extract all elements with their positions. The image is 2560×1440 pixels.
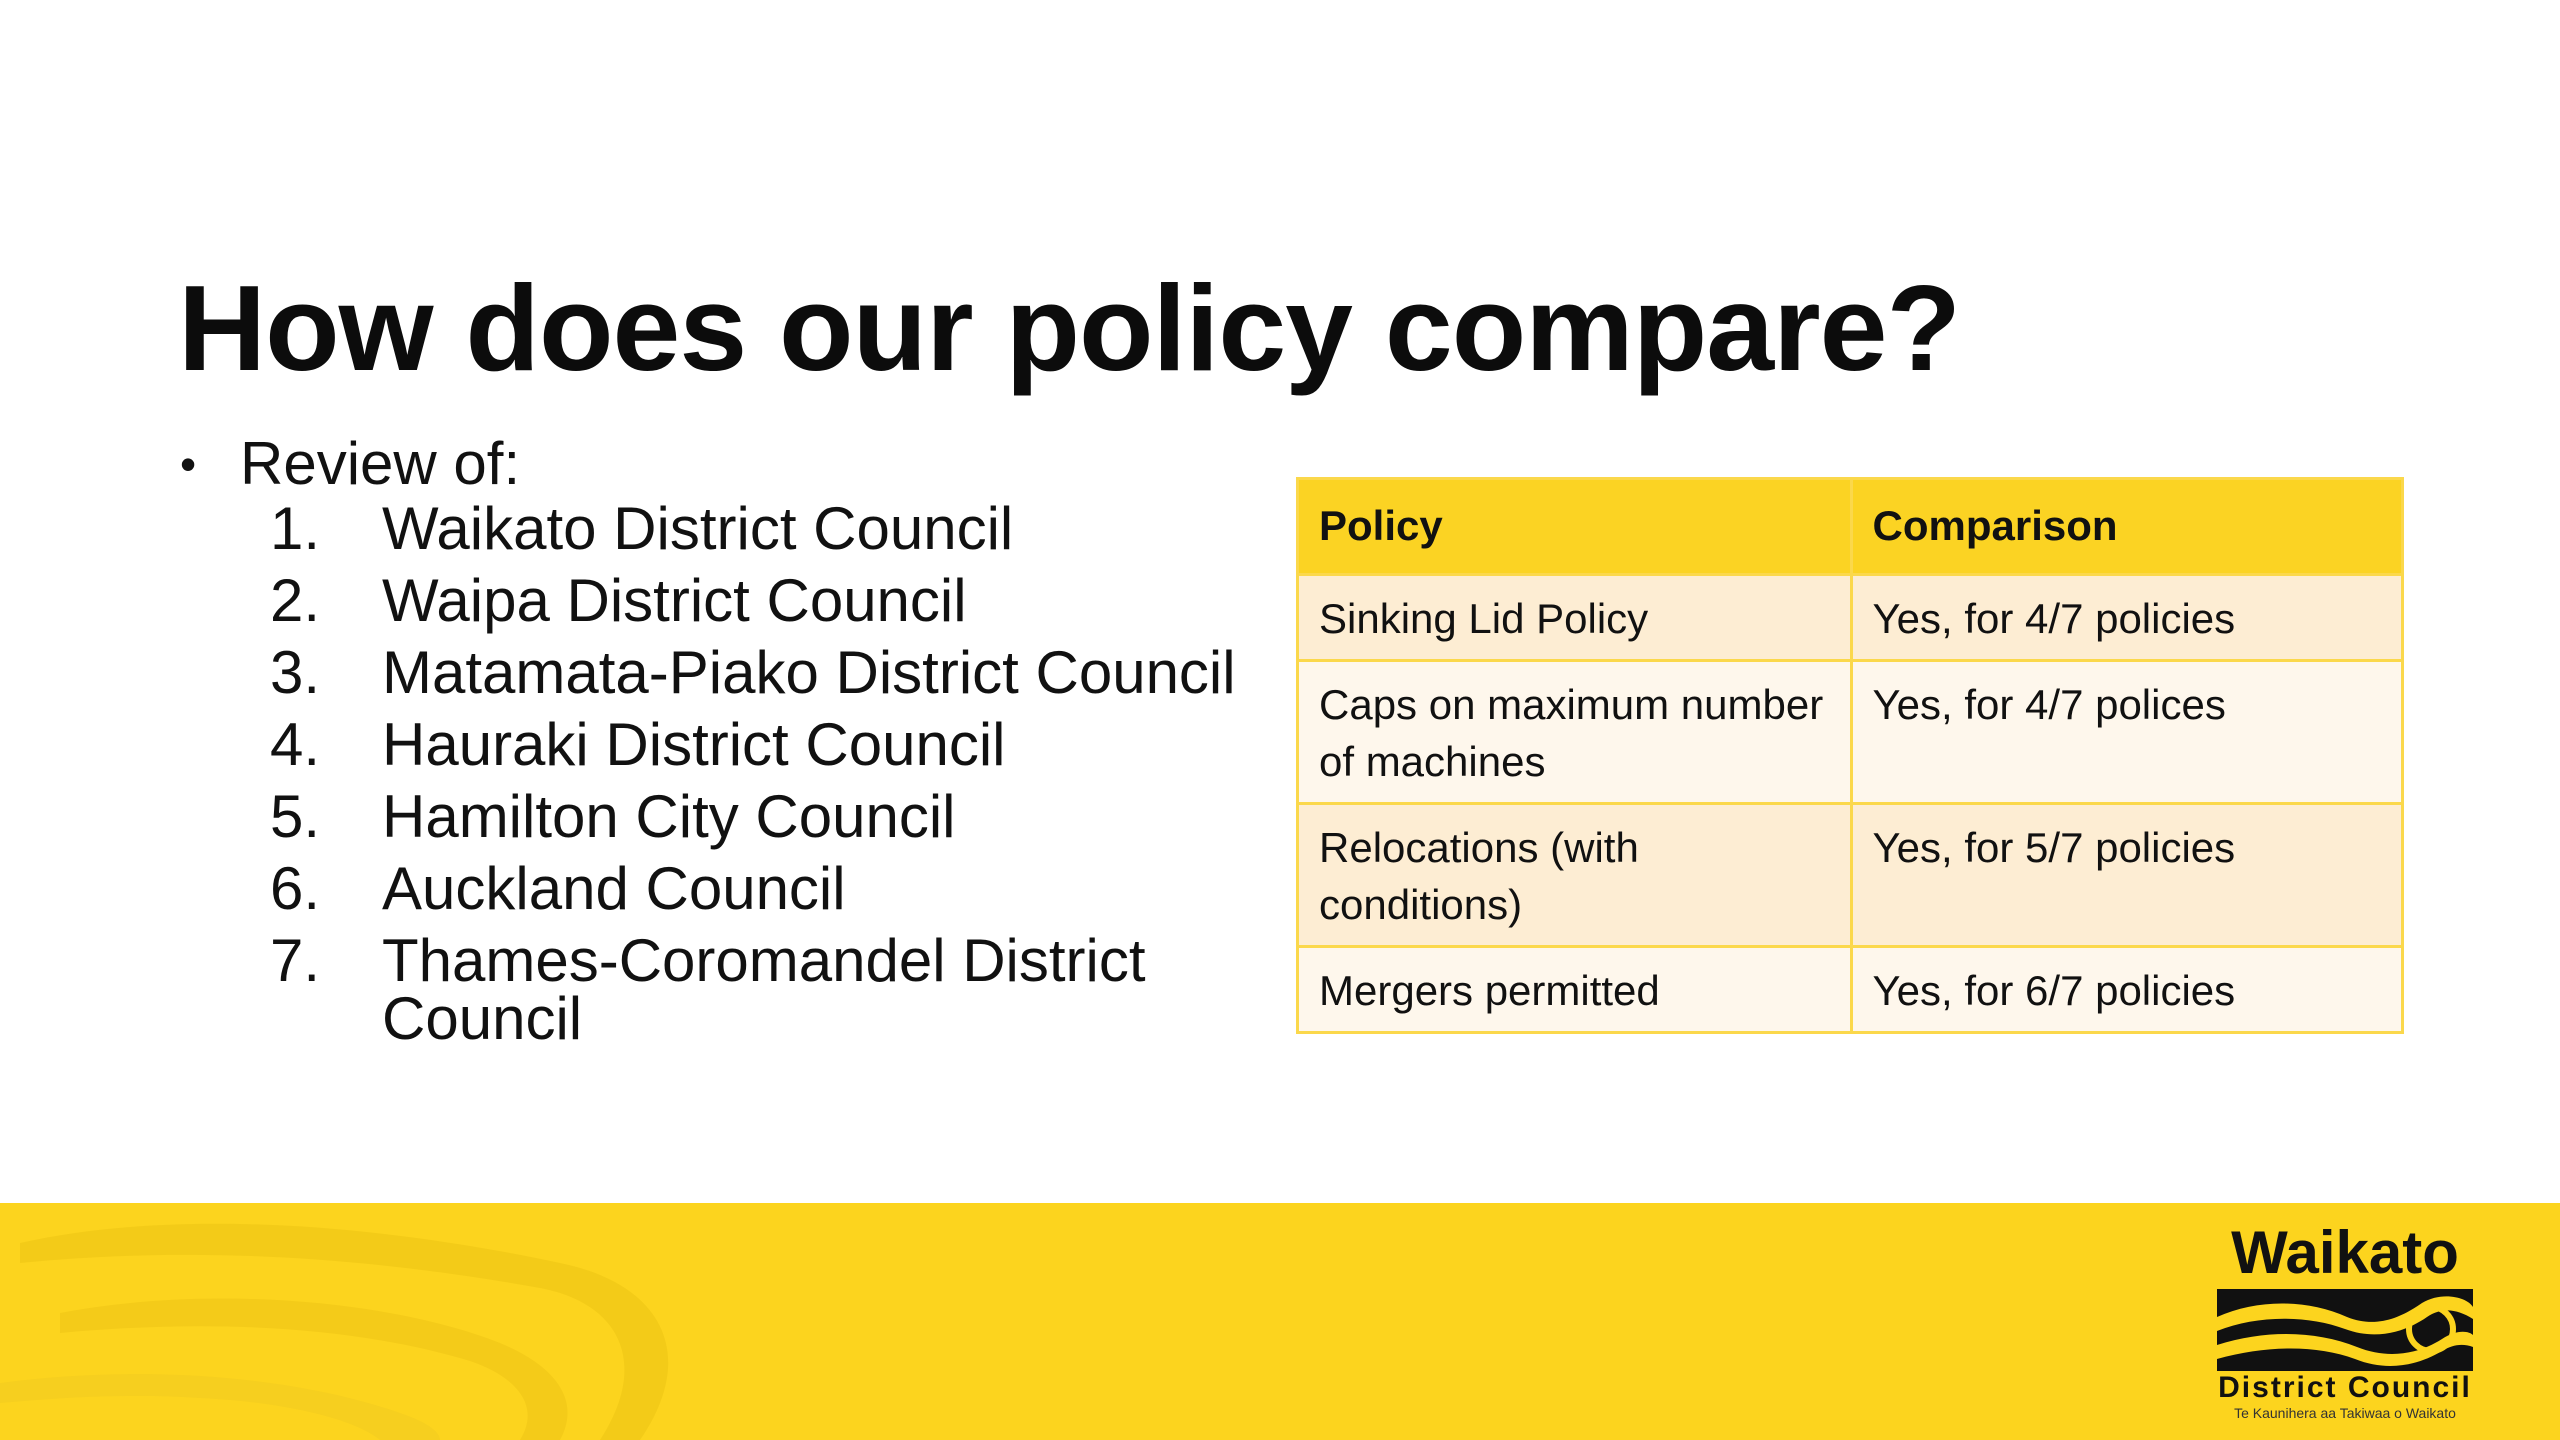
council-number: 2. xyxy=(270,567,321,634)
table-row: Sinking Lid Policy Yes, for 4/7 policies xyxy=(1299,572,2401,660)
council-name: Matamata-Piako District Council xyxy=(382,639,1236,706)
council-number: 4. xyxy=(270,711,321,778)
council-name: Auckland Council xyxy=(382,855,846,922)
policy-cell: Mergers permitted xyxy=(1299,944,1851,1031)
council-number: 3. xyxy=(270,639,321,706)
table-row: Relocations (with conditions) Yes, for 5… xyxy=(1299,801,2401,946)
council-item: 2. Waipa District Council xyxy=(176,567,1236,634)
policy-cell: Sinking Lid Policy xyxy=(1299,572,1851,660)
policy-cell: Caps on maximum number of machines xyxy=(1299,658,1851,803)
comparison-cell: Yes, for 4/7 polices xyxy=(1849,658,2401,803)
logo-wordmark: Waikato xyxy=(2231,1219,2459,1286)
council-number: 5. xyxy=(270,783,321,850)
council-name: Waipa District Council xyxy=(382,567,967,634)
council-name: Hauraki District Council xyxy=(382,711,1006,778)
council-name: Hamilton City Council xyxy=(382,783,956,850)
logo-maori-subtitle: Te Kaunihera aa Takiwaa o Waikato xyxy=(2234,1405,2456,1421)
bullet-dot: • xyxy=(180,438,197,490)
council-item: 7. Thames-Coromandel District Council xyxy=(176,927,1236,1049)
slide-title: How does our policy compare? xyxy=(178,260,1961,396)
comparison-cell: Yes, for 5/7 policies xyxy=(1849,801,2401,946)
review-bullets: • Review of: 1. Waikato District Council… xyxy=(176,428,1236,1062)
header-policy: Policy xyxy=(1299,480,1851,574)
swirl-decoration xyxy=(0,1223,669,1440)
council-number: 6. xyxy=(270,855,321,922)
policy-cell: Relocations (with conditions) xyxy=(1299,801,1851,946)
comparison-cell: Yes, for 4/7 policies xyxy=(1849,572,2401,660)
council-list: 1. Waikato District Council 2. Waipa Dis… xyxy=(176,495,1236,1049)
review-bullet: • Review of: xyxy=(176,428,1236,500)
council-item: 4. Hauraki District Council xyxy=(176,711,1236,778)
waikato-logo: Waikato District Council Te Kaunihera aa… xyxy=(2195,1223,2525,1431)
comparison-table-wrapper: Policy Comparison Sinking Lid Policy Yes… xyxy=(1296,477,2404,1034)
table-row: Caps on maximum number of machines Yes, … xyxy=(1299,658,2401,803)
logo-council-text: District Council xyxy=(2218,1371,2472,1404)
review-label: Review of: xyxy=(240,430,521,497)
council-name: Thames-Coromandel District Council xyxy=(382,927,1146,1052)
header-comparison: Comparison xyxy=(1849,480,2401,574)
footer-band: Waikato District Council Te Kaunihera aa… xyxy=(0,1203,2560,1440)
council-name: Waikato District Council xyxy=(382,495,1014,562)
council-number: 1. xyxy=(270,495,321,562)
council-item: 6. Auckland Council xyxy=(176,855,1236,922)
council-number: 7. xyxy=(270,927,321,994)
council-item: 5. Hamilton City Council xyxy=(176,783,1236,850)
table-header-row: Policy Comparison xyxy=(1299,480,2401,574)
logo-emblem-icon xyxy=(2217,1289,2473,1371)
council-item: 3. Matamata-Piako District Council xyxy=(176,639,1236,706)
table-row: Mergers permitted Yes, for 6/7 policies xyxy=(1299,944,2401,1031)
council-item: 1. Waikato District Council xyxy=(176,495,1236,562)
comparison-cell: Yes, for 6/7 policies xyxy=(1849,944,2401,1031)
comparison-table: Policy Comparison Sinking Lid Policy Yes… xyxy=(1299,480,2401,1031)
